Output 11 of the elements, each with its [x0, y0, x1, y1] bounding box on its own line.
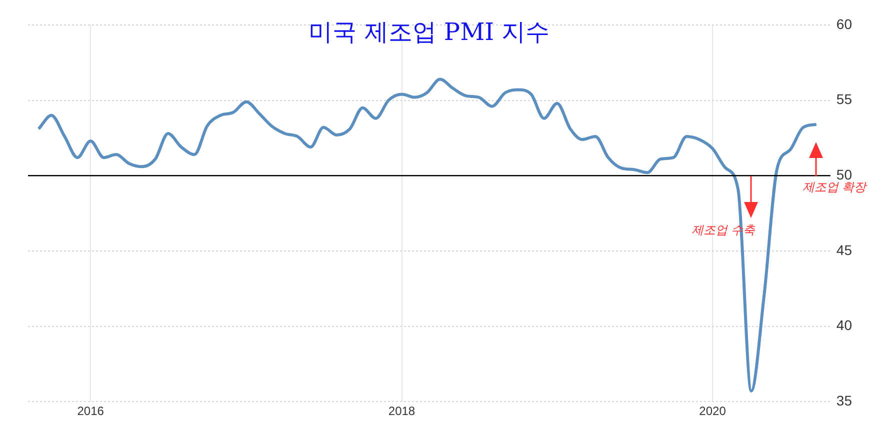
y-tick-label: 60	[836, 16, 852, 32]
y-tick-label: 50	[836, 166, 852, 182]
annotation: 제조업 확장	[802, 180, 866, 196]
chart-title: 미국 제조업 PMI 지수	[308, 17, 551, 48]
y-tick-label: 35	[836, 392, 852, 408]
x-tick-label: 2016	[77, 404, 104, 418]
y-tick-label: 55	[836, 91, 852, 108]
x-tick-label: 2018	[388, 404, 416, 418]
x-tick-label: 2020	[699, 404, 726, 418]
y-tick-label: 40	[836, 317, 852, 334]
y-tick-label: 45	[836, 242, 852, 258]
